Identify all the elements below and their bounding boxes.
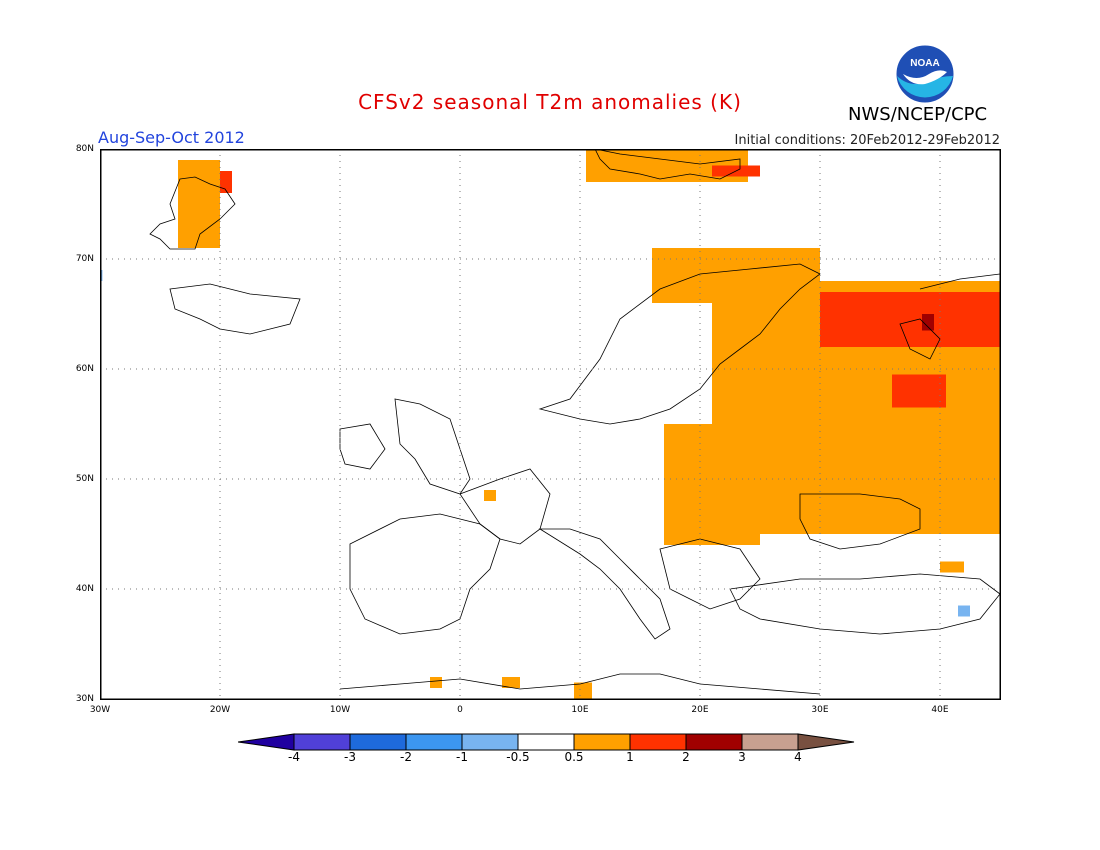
lat-label-1: 70N	[75, 254, 94, 264]
lon-label-1: 20W	[209, 705, 231, 715]
lon-label-0: 30W	[89, 705, 111, 715]
anomaly-region-0	[178, 160, 220, 248]
anomaly-region-15	[958, 605, 970, 617]
legend-min-arrow	[238, 733, 295, 751]
legend-box-5	[517, 733, 575, 751]
lon-label-7: 40E	[931, 705, 949, 715]
legend-box-6	[573, 733, 631, 751]
legend-box-8	[685, 733, 743, 751]
agency-label: NWS/NCEP/CPC	[848, 104, 988, 125]
lon-label-6: 30E	[811, 705, 829, 715]
lon-label-3: 0	[457, 705, 463, 715]
legend-label-5: 0.5	[564, 750, 584, 764]
legend-box-4	[461, 733, 519, 751]
legend-box-2	[349, 733, 407, 751]
initial-conditions-label: Initial conditions: 20Feb2012-29Feb2012	[734, 133, 1000, 148]
anomaly-map	[100, 149, 1001, 700]
anomaly-region-14	[574, 682, 592, 699]
anomaly-layer	[100, 149, 1000, 699]
legend-max-arrow	[797, 733, 855, 751]
lat-label-5: 30N	[75, 694, 94, 704]
lon-label-2: 10W	[329, 705, 351, 715]
coastlines	[149, 149, 1001, 695]
legend-label-0: -4	[288, 750, 300, 764]
legend-box-9	[741, 733, 799, 751]
lon-label-5: 20E	[691, 705, 709, 715]
legend-box-1	[293, 733, 351, 751]
anomaly-region-10	[484, 490, 496, 501]
lat-label-2: 60N	[75, 364, 94, 374]
legend-label-9: 4	[794, 750, 802, 764]
period-label: Aug-Sep-Oct 2012	[98, 128, 245, 147]
color-legend	[238, 733, 855, 751]
anomaly-region-1	[220, 171, 232, 193]
anomaly-region-7	[820, 292, 1000, 347]
legend-label-7: 2	[682, 750, 690, 764]
anomaly-region-6	[664, 424, 760, 545]
legend-label-3: -1	[456, 750, 468, 764]
legend-boxes	[238, 733, 855, 751]
legend-box-7	[629, 733, 687, 751]
legend-label-1: -3	[344, 750, 356, 764]
legend-label-6: 1	[626, 750, 634, 764]
anomaly-region-11	[940, 561, 964, 573]
map-title: CFSv2 seasonal T2m anomalies (K)	[358, 90, 742, 114]
logo-text: NOAA	[910, 58, 939, 69]
anomaly-region-13	[502, 677, 520, 688]
noaa-logo-icon: NOAA	[895, 44, 955, 104]
lat-label-0: 80N	[75, 144, 94, 154]
legend-box-3	[405, 733, 463, 751]
lat-lon-grid	[100, 149, 1000, 699]
lat-label-3: 50N	[75, 474, 94, 484]
legend-label-8: 3	[738, 750, 746, 764]
lon-label-4: 10E	[571, 705, 589, 715]
legend-label-4: -0.5	[506, 750, 530, 764]
anomaly-region-8	[892, 374, 946, 408]
anomaly-region-12	[430, 677, 442, 688]
lat-label-4: 40N	[75, 584, 94, 594]
anomaly-region-9	[922, 314, 934, 331]
legend-label-2: -2	[400, 750, 412, 764]
map-frame	[100, 149, 1001, 700]
